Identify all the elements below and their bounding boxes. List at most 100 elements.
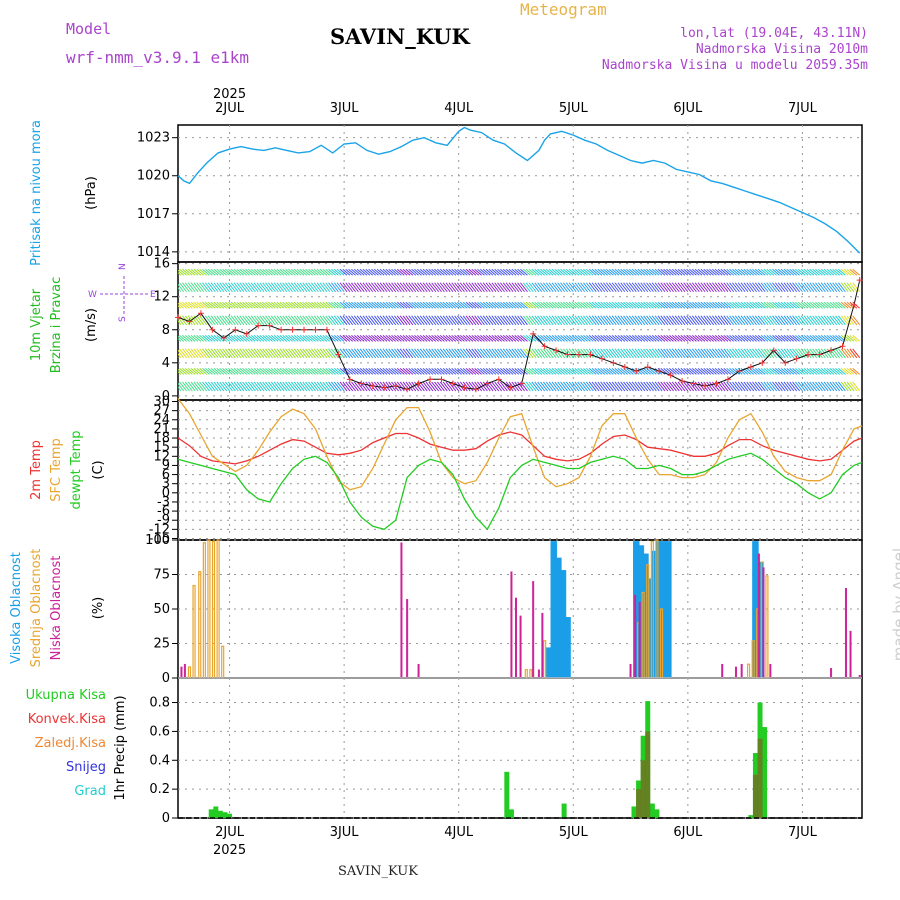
wind-barb xyxy=(786,368,795,375)
wind-barb xyxy=(666,301,674,309)
wind-barb xyxy=(729,301,737,309)
wind-barb xyxy=(551,268,560,276)
cloud-unit: (%) xyxy=(91,597,106,620)
wind-barb xyxy=(250,381,259,392)
wind-barb xyxy=(202,334,210,342)
wind-barb xyxy=(594,282,603,293)
wind-barb xyxy=(614,334,623,342)
wind-barb xyxy=(282,315,291,326)
wind-barb xyxy=(540,368,548,375)
wind-barb xyxy=(836,250,843,259)
wind-barb xyxy=(657,282,666,293)
wind-speed-marker xyxy=(541,343,548,350)
wind-barb xyxy=(683,268,692,276)
wind-barb xyxy=(608,315,617,326)
wind-barb xyxy=(462,348,471,359)
wind-barb xyxy=(815,334,823,342)
wind-ylabel: 10m Vjetar xyxy=(29,288,44,361)
wind-barb xyxy=(626,334,634,342)
wind-barb xyxy=(518,250,525,259)
wind-barb xyxy=(734,301,743,309)
wind-barb xyxy=(803,268,812,276)
wind-barb xyxy=(754,381,763,392)
wind-barb xyxy=(737,282,746,293)
wind-barb xyxy=(299,334,308,342)
wind-barb xyxy=(250,301,259,309)
wind-barb xyxy=(451,301,460,309)
wind-speed-marker xyxy=(759,359,766,366)
wind-barb xyxy=(454,282,462,293)
wind-barb xyxy=(535,250,542,259)
wind-barb xyxy=(502,268,511,276)
low-cloud-bar xyxy=(514,597,517,679)
wind-barb xyxy=(414,282,422,293)
wind-barb xyxy=(282,348,291,359)
wind-barb xyxy=(522,282,531,293)
wind-barb xyxy=(482,315,491,326)
wind-barb xyxy=(463,250,470,259)
wind-barb xyxy=(429,250,436,259)
compass-s: S xyxy=(118,316,128,322)
wind-barb xyxy=(846,282,855,293)
wind-barb xyxy=(439,368,448,375)
temperature-ytick-label: -9 xyxy=(157,513,170,528)
wind-barb xyxy=(508,282,517,293)
wind-barb xyxy=(714,334,723,342)
wind-barb xyxy=(216,282,225,293)
wind-speed-marker xyxy=(220,335,227,342)
wind-barb xyxy=(754,268,763,276)
wind-barb xyxy=(754,282,763,293)
wind-barb xyxy=(348,268,356,276)
wind-barb xyxy=(227,282,236,293)
wind-barb xyxy=(411,301,419,309)
wind-barb xyxy=(525,315,534,326)
wind-barb xyxy=(680,315,689,326)
wind-barb xyxy=(462,381,471,392)
wind-barb xyxy=(826,301,835,309)
pressure-ytick-label: 1017 xyxy=(137,207,170,222)
wind-speed-marker xyxy=(415,380,422,387)
wind-barb xyxy=(557,381,566,392)
wind-speed-marker xyxy=(747,363,754,370)
wind-barb xyxy=(700,282,709,293)
wind-barb xyxy=(422,368,431,375)
wind-barb xyxy=(614,282,623,293)
wind-barb xyxy=(677,282,686,293)
mid-cloud-bar xyxy=(221,645,225,679)
wind-barb xyxy=(374,268,382,276)
wind-barb xyxy=(697,315,706,326)
wind-barb xyxy=(717,282,726,293)
wind-barb xyxy=(651,334,660,342)
wind-barb xyxy=(829,381,838,392)
wind-barb xyxy=(482,282,491,293)
wind-barb xyxy=(712,268,720,276)
precip-ytick-label: 0 xyxy=(162,811,170,826)
wind-barb xyxy=(789,381,798,392)
wind-barb xyxy=(425,368,434,375)
wind-barb xyxy=(288,315,296,326)
wind-barb xyxy=(184,268,193,276)
wind-barb xyxy=(380,250,387,259)
wind-barb xyxy=(746,348,755,359)
wind-barb xyxy=(216,348,225,359)
wind-barb xyxy=(823,282,832,293)
wind-barb xyxy=(296,368,305,375)
wind-barb xyxy=(325,268,333,276)
wind-barb xyxy=(585,348,594,359)
wind-barb xyxy=(591,315,600,326)
wind-barb xyxy=(697,381,706,392)
wind-barb xyxy=(815,268,823,276)
low-cloud-bar xyxy=(400,542,403,679)
wind-barb xyxy=(459,282,468,293)
wind-barb xyxy=(809,301,818,309)
wind-barb xyxy=(706,282,715,293)
wind-barb xyxy=(366,250,373,259)
wind-barb xyxy=(325,368,333,375)
wind-barb xyxy=(683,301,692,309)
wind-barb xyxy=(637,334,646,342)
wind-barb xyxy=(485,368,494,375)
wind-barb xyxy=(522,268,531,276)
wind-barb xyxy=(311,334,319,342)
wind-barb xyxy=(660,348,669,359)
wind-barb xyxy=(594,368,603,375)
